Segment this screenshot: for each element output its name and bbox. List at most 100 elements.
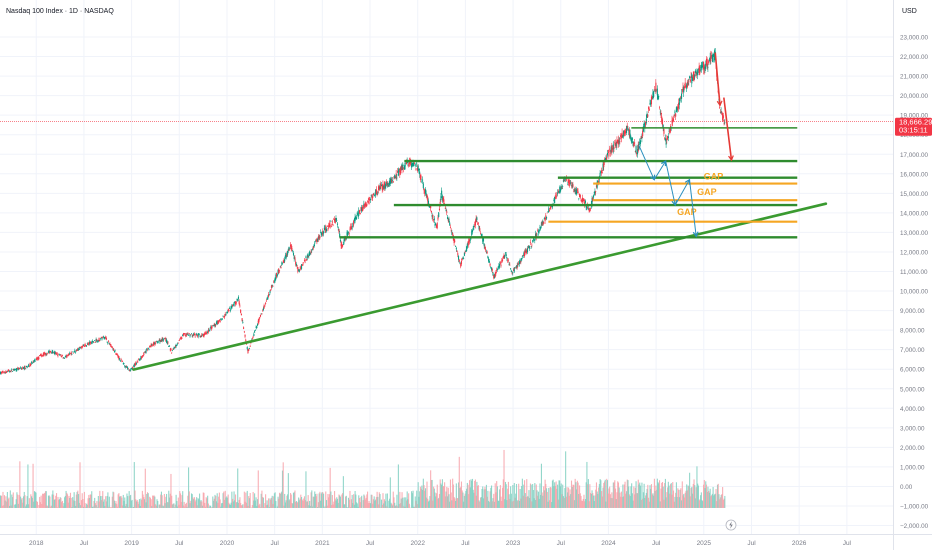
candle-body (531, 245, 532, 246)
candle-body (11, 369, 12, 370)
volume-bar (96, 501, 97, 508)
volume-bar (361, 496, 362, 508)
candle-body (487, 251, 488, 253)
candle-body (506, 254, 507, 256)
candle-body (490, 264, 491, 266)
candle-body (85, 344, 86, 345)
candle-body (90, 342, 91, 344)
candle-body (352, 228, 353, 229)
candle-body (209, 330, 210, 331)
candle-body (57, 353, 58, 354)
candle-body (549, 210, 550, 211)
candle-body (449, 222, 450, 224)
candle-body (115, 351, 116, 352)
volume-bar (49, 497, 50, 508)
volume-bar (82, 499, 83, 508)
y-tick-label: 15,000.00 (900, 191, 929, 198)
candle-body (655, 83, 656, 90)
candle-body (86, 346, 87, 347)
gap-label: GAP (697, 187, 717, 197)
candle-body (256, 326, 257, 328)
volume-bar (145, 469, 146, 508)
candle-body (327, 225, 328, 226)
candle-body (50, 352, 51, 353)
candle-body (609, 149, 610, 150)
candle-body (646, 118, 647, 123)
candle-body (225, 314, 226, 315)
volume-bar (29, 498, 30, 508)
candle-body (158, 342, 159, 343)
candle-body (249, 348, 250, 349)
volume-bar (396, 495, 397, 508)
x-tick-label: Jul (557, 540, 566, 547)
candle-body (675, 114, 676, 117)
candle-body (236, 302, 237, 304)
candle-body (191, 334, 192, 335)
candle-body (108, 341, 109, 342)
candle-body (289, 250, 290, 251)
lightning-icon[interactable] (726, 520, 736, 530)
volume-bar (56, 493, 57, 508)
candle-body (222, 319, 223, 320)
candle-body (121, 359, 122, 360)
candle-body (455, 246, 456, 247)
candle-body (510, 268, 511, 269)
y-tick-label: 0.00 (900, 484, 913, 491)
candle-body (195, 336, 196, 337)
candle-body (527, 248, 528, 252)
candle-body (305, 260, 306, 261)
candle-body (206, 334, 207, 335)
candle-body (602, 172, 603, 173)
candle-body (240, 310, 241, 313)
candle-body (492, 269, 493, 271)
candle-body (75, 352, 76, 353)
x-tick-label: 2022 (410, 540, 425, 547)
candle-body (470, 240, 471, 241)
candle-body (556, 197, 557, 199)
candle-body (580, 195, 581, 198)
candle-body (245, 340, 246, 341)
candle-body (239, 306, 240, 307)
volume-bar (340, 497, 341, 508)
candle-body (12, 371, 13, 372)
y-tick-label: 8,000.00 (900, 328, 925, 335)
candle-body (261, 313, 262, 314)
candle-body (459, 260, 460, 262)
candle-body (337, 224, 338, 225)
candle-body (143, 353, 144, 355)
volume-bar (13, 492, 14, 508)
candle-body (291, 248, 292, 249)
volume-bar (275, 501, 276, 508)
volume-bar (263, 498, 264, 508)
candle-body (663, 129, 664, 134)
candle-body (585, 201, 586, 203)
candle-body (243, 327, 244, 329)
candle-body (297, 265, 298, 266)
volume-bar (127, 496, 128, 508)
candle-body (57, 356, 58, 357)
candle-body (422, 180, 423, 181)
candle-body (128, 368, 129, 369)
candle-body (534, 240, 535, 241)
candle-body (562, 186, 563, 187)
y-tick-label: 7,000.00 (900, 347, 925, 354)
candle-body (649, 109, 650, 111)
y-tick-label: 20,000.00 (900, 93, 929, 100)
volume-bar (404, 497, 405, 508)
volume-bar (247, 491, 248, 508)
candle-body (434, 218, 435, 219)
x-tick-label: Jul (747, 540, 756, 547)
volume-bar (33, 464, 34, 508)
x-tick-label: 2018 (29, 540, 44, 547)
candle-body (428, 201, 429, 204)
candle-body (530, 242, 531, 243)
candle-body (272, 286, 273, 287)
candle-body (123, 363, 124, 364)
candle-body (438, 212, 439, 217)
candle-body (270, 290, 271, 291)
candle-body (94, 340, 95, 341)
x-tick-label: Jul (461, 540, 470, 547)
x-tick-label: 2025 (697, 540, 712, 547)
